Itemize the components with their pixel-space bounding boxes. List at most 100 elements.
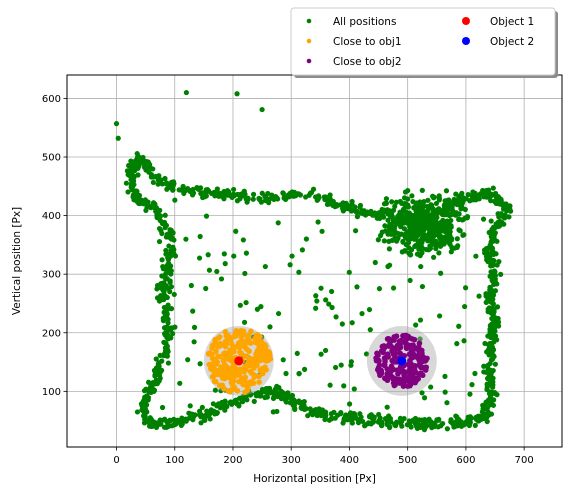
point-all-positions (484, 349, 490, 355)
point-all-positions (333, 364, 339, 371)
point-all-positions (189, 192, 196, 198)
point-close-to-obj1 (238, 351, 245, 357)
point-all-positions (392, 203, 398, 210)
point-all-positions (357, 202, 364, 209)
point-all-positions (262, 197, 269, 204)
point-all-positions (495, 319, 502, 325)
point-all-positions (203, 213, 210, 219)
point-all-positions (187, 411, 193, 417)
point-all-positions (402, 189, 409, 195)
point-all-positions (348, 359, 354, 365)
point-all-positions (130, 174, 136, 180)
point-all-positions (123, 180, 129, 186)
point-all-positions (148, 423, 155, 430)
point-all-positions (148, 381, 154, 387)
point-all-positions (141, 388, 148, 394)
point-all-positions (168, 284, 175, 290)
point-all-positions (254, 306, 260, 312)
point-all-positions (451, 210, 458, 216)
point-close-to-obj1 (258, 339, 265, 345)
point-all-positions (505, 205, 511, 211)
point-all-positions (451, 424, 457, 430)
point-close-to-obj1 (247, 340, 254, 346)
point-all-positions (197, 361, 203, 367)
point-all-positions (155, 361, 161, 367)
point-all-positions (197, 185, 204, 191)
point-all-positions (491, 397, 497, 403)
point-all-positions (476, 293, 482, 299)
point-all-positions (164, 186, 170, 192)
point-all-positions (347, 401, 353, 407)
point-all-positions (125, 189, 131, 195)
point-all-positions (231, 186, 237, 193)
y-tick-label: 500 (42, 153, 61, 164)
point-close-to-obj2 (378, 348, 385, 354)
point-all-positions (397, 198, 403, 205)
point-all-positions (456, 323, 462, 329)
point-all-positions (200, 190, 206, 196)
point-all-positions (444, 426, 450, 432)
point-all-positions (383, 200, 390, 206)
point-all-positions (222, 399, 228, 405)
point-all-positions (134, 409, 141, 415)
point-all-positions (487, 299, 494, 305)
point-all-positions (401, 226, 408, 232)
point-all-positions (444, 400, 450, 406)
point-all-positions (404, 217, 411, 223)
point-close-to-obj1 (242, 389, 248, 396)
point-close-to-obj1 (247, 355, 254, 362)
point-close-to-obj1 (216, 334, 223, 340)
point-close-to-obj1 (244, 361, 251, 368)
point-all-positions (492, 190, 499, 197)
point-all-positions (419, 390, 425, 396)
point-all-positions (262, 263, 268, 270)
point-all-positions (162, 286, 168, 292)
point-all-positions (413, 322, 419, 328)
point-all-positions (487, 367, 494, 373)
point-all-positions (156, 225, 163, 232)
point-all-positions (289, 253, 295, 259)
legend-marker (306, 18, 312, 24)
legend-marker (306, 58, 312, 64)
point-all-positions (410, 199, 416, 205)
point-all-positions (425, 207, 431, 213)
point-all-positions (294, 350, 300, 357)
point-all-positions (162, 416, 168, 422)
point-all-positions (290, 400, 297, 406)
point-all-positions (237, 302, 243, 308)
point-all-positions (154, 295, 161, 301)
axis-ticks: 0 100 200 300 400 500 600 700 100 200 300 400 500 600 (42, 94, 534, 466)
point-all-positions (318, 351, 324, 357)
point-all-positions (364, 211, 370, 217)
point-all-positions (214, 268, 220, 275)
point-all-positions (143, 207, 149, 213)
point-all-positions (354, 214, 361, 220)
point-all-positions (131, 197, 137, 203)
point-all-positions (484, 382, 490, 388)
point-all-positions (392, 421, 398, 427)
point-close-to-obj2 (407, 367, 414, 374)
point-all-positions (259, 106, 265, 113)
point-all-positions (167, 279, 173, 285)
point-all-positions (165, 302, 171, 308)
point-all-positions (396, 220, 402, 226)
point-all-positions (480, 187, 486, 194)
point-close-to-obj1 (215, 353, 221, 360)
point-all-positions (485, 333, 491, 339)
point-all-positions (221, 251, 227, 257)
point-all-positions (341, 383, 347, 389)
point-all-positions (418, 263, 424, 270)
point-all-positions (319, 228, 325, 234)
point-all-positions (498, 197, 504, 204)
point-all-positions (340, 208, 346, 214)
point-all-positions (159, 220, 166, 227)
point-all-positions (459, 190, 465, 196)
point-close-to-obj1 (219, 370, 226, 377)
point-close-to-obj2 (382, 358, 388, 365)
point-all-positions (359, 310, 365, 317)
object-marker (397, 356, 407, 366)
point-all-positions (445, 207, 451, 213)
point-all-positions (488, 401, 495, 407)
point-all-positions (270, 395, 277, 401)
point-all-positions (460, 197, 466, 204)
